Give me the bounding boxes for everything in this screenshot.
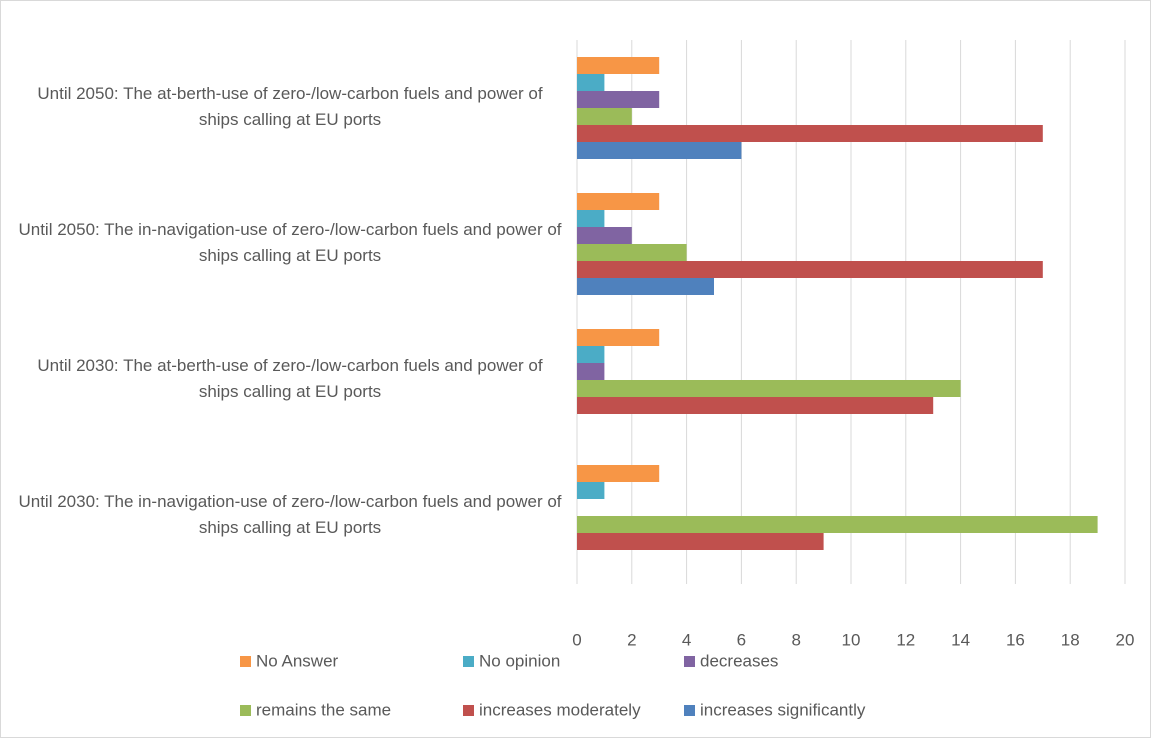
category-label: Until 2030: The in-navigation-use of zer… xyxy=(18,492,561,537)
bar xyxy=(577,261,1043,278)
legend-label: increases moderately xyxy=(479,700,641,719)
bar xyxy=(577,465,660,482)
bar xyxy=(577,142,742,159)
bar xyxy=(577,329,660,346)
legend-swatch xyxy=(240,656,251,667)
bar xyxy=(577,533,824,550)
bar xyxy=(577,380,961,397)
category-label: Until 2050: The at-berth-use of zero-/lo… xyxy=(37,84,543,129)
category-label: Until 2050: The in-navigation-use of zer… xyxy=(18,220,561,265)
legend-label: No opinion xyxy=(479,651,560,670)
legend-swatch xyxy=(684,656,695,667)
legend-swatch xyxy=(463,705,474,716)
bar xyxy=(577,244,687,261)
bar xyxy=(577,516,1098,533)
bar xyxy=(577,108,632,125)
x-tick-label: 16 xyxy=(1006,630,1025,649)
x-tick-label: 14 xyxy=(951,630,970,649)
legend-label: No Answer xyxy=(256,651,339,670)
x-tick-label: 10 xyxy=(842,630,861,649)
bar xyxy=(577,57,660,74)
legend-label: remains the same xyxy=(256,700,391,719)
bar xyxy=(577,91,660,108)
legend-swatch xyxy=(463,656,474,667)
legend-label: increases significantly xyxy=(700,700,866,719)
x-tick-label: 8 xyxy=(791,630,800,649)
bar xyxy=(577,278,714,295)
x-tick-label: 12 xyxy=(896,630,915,649)
x-tick-label: 6 xyxy=(737,630,746,649)
x-tick-label: 4 xyxy=(682,630,691,649)
bar xyxy=(577,227,632,244)
bar xyxy=(577,346,605,363)
bar xyxy=(577,363,605,380)
bar xyxy=(577,397,934,414)
x-tick-label: 18 xyxy=(1061,630,1080,649)
legend-swatch xyxy=(240,705,251,716)
bar xyxy=(577,482,605,499)
x-tick-label: 0 xyxy=(572,630,581,649)
legend-label: decreases xyxy=(700,651,778,670)
legend-swatch xyxy=(684,705,695,716)
bar xyxy=(577,210,605,227)
x-tick-label: 20 xyxy=(1116,630,1135,649)
bar xyxy=(577,125,1043,142)
category-label: Until 2030: The at-berth-use of zero-/lo… xyxy=(37,356,543,401)
x-tick-label: 2 xyxy=(627,630,636,649)
bar xyxy=(577,193,660,210)
bar xyxy=(577,74,605,91)
